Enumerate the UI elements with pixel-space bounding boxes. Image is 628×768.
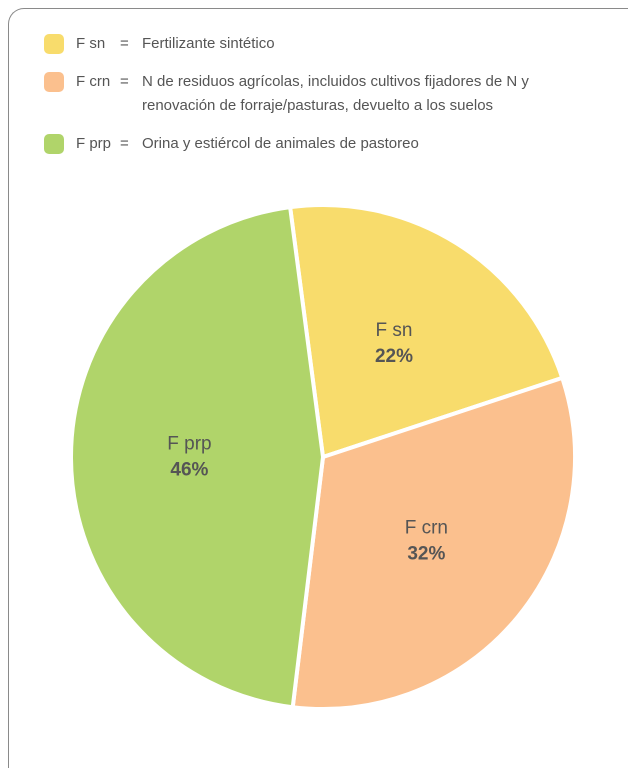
slice-value: 46%	[170, 460, 208, 481]
legend-swatch	[44, 72, 64, 92]
page: F sn = Fertilizante sintético F crn = N de re…	[8, 8, 628, 768]
legend-description: Orina y estiércol de animales de pastore…	[142, 135, 419, 152]
legend-swatch	[44, 34, 64, 54]
legend-item: F sn = Fertilizante sintético	[44, 32, 614, 56]
legend-label: F prp	[76, 135, 112, 152]
legend-swatch	[44, 134, 64, 154]
slice-value: 32%	[407, 544, 445, 565]
legend-separator: =	[120, 73, 129, 90]
legend-label: F crn	[76, 73, 111, 90]
legend-description: Fertilizante sintético	[142, 35, 275, 52]
legend-item: F prp = Orina y estiércol de animales de p…	[44, 132, 614, 156]
legend-description: N de residuos agrícolas, incluidos culti…	[142, 73, 529, 114]
slice-value: 22%	[375, 346, 413, 367]
chart: F sn 22% F crn 32% F prp 46%	[69, 203, 577, 711]
slice-label: F crn	[405, 518, 448, 539]
pie-slice	[290, 375, 577, 711]
pie-slice	[287, 203, 565, 460]
legend-item: F crn = N de residuos agrícolas, incluidos…	[44, 70, 614, 118]
slice-label: F prp	[167, 434, 211, 455]
legend-label: F sn	[76, 35, 106, 52]
legend-separator: =	[120, 135, 129, 152]
pie-slice	[69, 204, 326, 710]
legend: F sn = Fertilizante sintético F crn = N de re…	[44, 32, 614, 170]
frame	[8, 8, 628, 768]
legend-separator: =	[120, 35, 129, 52]
slice-label: F sn	[375, 320, 412, 341]
